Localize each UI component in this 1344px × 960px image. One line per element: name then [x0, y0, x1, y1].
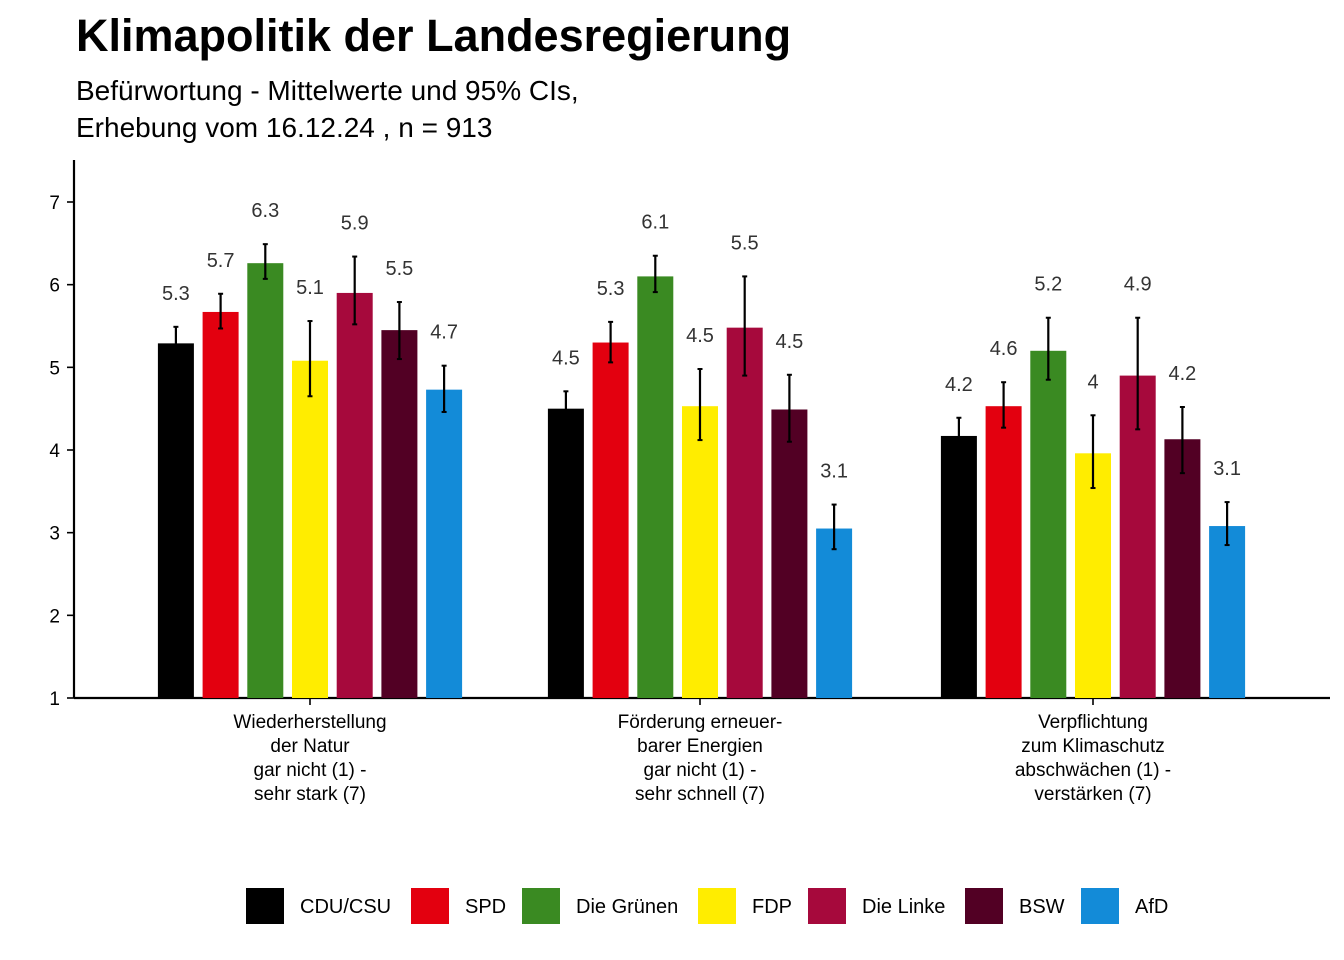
y-tick-label: 7 [49, 193, 60, 214]
data-label: 5.3 [597, 278, 625, 300]
category-label: barer Energien [637, 736, 763, 757]
legend-label: CDU/CSU [300, 896, 391, 918]
data-label: 4.9 [1124, 274, 1152, 296]
legend-swatch [698, 888, 736, 924]
legend-label: SPD [465, 896, 506, 918]
bar [816, 528, 853, 698]
data-label: 6.1 [641, 212, 669, 234]
category-label: gar nicht (1) - [644, 760, 757, 781]
category-label: gar nicht (1) - [254, 760, 367, 781]
data-label: 4.5 [552, 347, 580, 369]
category-label: Wiederherstellung [233, 712, 386, 733]
bar [985, 406, 1022, 698]
y-tick-label: 2 [49, 606, 60, 627]
legend-swatch [965, 888, 1003, 924]
data-labels: 5.3 4.5 4.2 5.7 5.3 4.6 6.3 6.1 5.2 5.1 4.5 4 5.9 5.5… [162, 200, 1241, 482]
data-label: 5.9 [341, 213, 369, 235]
data-label: 6.3 [251, 200, 279, 222]
category-label: sehr stark (7) [254, 784, 366, 805]
bar [726, 327, 763, 698]
legend-label: BSW [1019, 896, 1065, 918]
legend-swatch [808, 888, 846, 924]
bar [1030, 350, 1067, 698]
chart-subtitle: Befürwortung - Mittelwerte und 95% CIs, … [76, 75, 579, 143]
legend: CDU/CSU SPD Die Grünen FDP Die Linke BSW AfD [246, 888, 1168, 924]
bar [1164, 439, 1201, 698]
data-label: 3.1 [820, 461, 848, 483]
bar [381, 330, 418, 698]
bar [547, 408, 584, 698]
legend-label: FDP [752, 896, 792, 918]
data-label: 3.1 [1213, 458, 1241, 480]
legend-swatch [411, 888, 449, 924]
y-tick-label: 3 [49, 524, 60, 545]
category-label: der Natur [270, 736, 350, 757]
bar [247, 263, 284, 698]
legend-label: AfD [1135, 896, 1168, 918]
legend-swatch [246, 888, 284, 924]
bar [292, 360, 328, 698]
legend-swatch [1081, 888, 1119, 924]
bar [771, 409, 808, 698]
bar [637, 276, 674, 698]
data-label: 5.1 [296, 277, 324, 299]
error-bars [173, 243, 1230, 551]
data-label: 5.3 [162, 283, 190, 305]
data-label: 4 [1087, 371, 1098, 393]
category-label: abschwächen (1) - [1015, 760, 1171, 781]
data-label: 4.2 [1168, 363, 1196, 385]
data-label: 5.5 [385, 258, 413, 280]
chart-title: Klimapolitik der Landesregierung [76, 10, 792, 61]
bar [336, 292, 373, 698]
data-label: 5.7 [207, 250, 235, 272]
bar [1209, 526, 1246, 698]
data-label: 5.2 [1034, 274, 1062, 296]
category-labels: Wiederherstellung der Natur gar nicht (1) … [233, 712, 1171, 805]
bar [426, 389, 463, 698]
bar [157, 343, 194, 698]
data-label: 4.5 [686, 325, 714, 347]
y-tick-label: 5 [49, 358, 60, 379]
bar [940, 435, 977, 698]
category-label: verstärken (7) [1034, 784, 1151, 805]
y-tick-label: 1 [49, 689, 60, 710]
legend-label: Die Grünen [576, 896, 678, 918]
bar [682, 406, 718, 698]
bar [1075, 453, 1111, 698]
bar [592, 342, 629, 698]
data-label: 4.7 [430, 322, 458, 344]
category-label: Verpflichtung [1038, 712, 1148, 733]
data-label: 4.2 [945, 374, 973, 396]
category-label: Förderung erneuer- [618, 712, 783, 733]
data-label: 4.6 [990, 338, 1018, 360]
legend-swatch [522, 888, 560, 924]
y-tick-label: 6 [49, 276, 60, 297]
bars [157, 263, 1246, 698]
y-tick-label: 4 [49, 441, 60, 462]
category-label: zum Klimaschutz [1021, 736, 1165, 757]
category-label: sehr schnell (7) [635, 784, 765, 805]
data-label: 5.5 [731, 232, 759, 254]
legend-label: Die Linke [862, 896, 945, 918]
bar [202, 311, 239, 698]
data-label: 4.5 [775, 331, 803, 353]
